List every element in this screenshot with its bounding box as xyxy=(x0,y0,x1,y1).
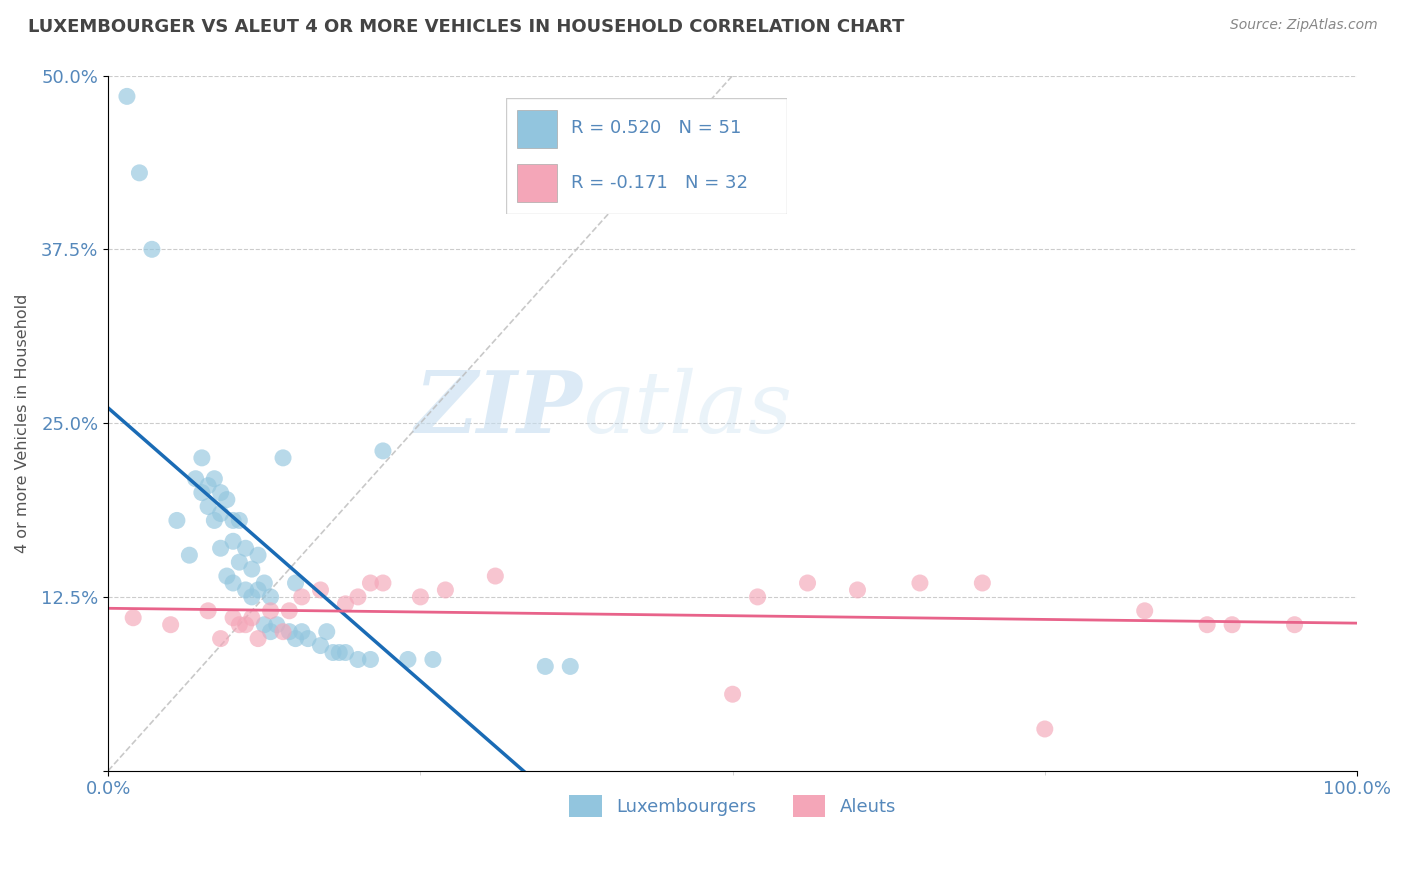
Point xyxy=(235,582,257,597)
Point xyxy=(191,450,214,465)
Point xyxy=(228,555,250,569)
Point xyxy=(534,659,557,673)
Point xyxy=(309,639,332,653)
Point xyxy=(209,507,232,521)
Point xyxy=(347,652,370,666)
Point xyxy=(371,444,394,458)
Point xyxy=(359,652,381,666)
Point xyxy=(128,166,150,180)
Point xyxy=(235,541,257,556)
Point xyxy=(259,624,281,639)
Point xyxy=(122,611,145,625)
Point xyxy=(159,617,181,632)
Point xyxy=(141,242,163,256)
FancyBboxPatch shape xyxy=(517,110,557,148)
Point xyxy=(409,590,432,604)
Point xyxy=(197,500,219,514)
Point xyxy=(215,569,238,583)
Point xyxy=(1197,617,1219,632)
Point xyxy=(215,492,238,507)
Point xyxy=(235,617,257,632)
Point xyxy=(328,646,350,660)
Point xyxy=(228,513,250,527)
Point xyxy=(796,576,818,591)
Point xyxy=(209,541,232,556)
Point xyxy=(228,617,250,632)
Point xyxy=(202,472,225,486)
Point xyxy=(253,576,276,591)
Point xyxy=(278,604,301,618)
FancyBboxPatch shape xyxy=(506,98,787,214)
Point xyxy=(309,582,332,597)
Point xyxy=(209,632,232,646)
Text: atlas: atlas xyxy=(582,368,792,450)
Point xyxy=(371,576,394,591)
Point xyxy=(197,478,219,492)
Point xyxy=(1033,722,1056,736)
Point xyxy=(179,548,201,562)
Point xyxy=(560,659,582,673)
Point xyxy=(347,590,370,604)
Point xyxy=(335,646,357,660)
Point xyxy=(297,632,319,646)
Point xyxy=(191,485,214,500)
Point xyxy=(259,604,281,618)
Point xyxy=(747,590,769,604)
Y-axis label: 4 or more Vehicles in Household: 4 or more Vehicles in Household xyxy=(15,293,30,553)
Point xyxy=(209,485,232,500)
Point xyxy=(721,687,744,701)
Point xyxy=(335,597,357,611)
Point xyxy=(291,624,314,639)
Point xyxy=(240,611,263,625)
Point xyxy=(396,652,419,666)
Point xyxy=(271,624,294,639)
Point xyxy=(972,576,994,591)
Point xyxy=(115,89,138,103)
Point xyxy=(315,624,337,639)
Point xyxy=(484,569,506,583)
Point xyxy=(1220,617,1243,632)
Text: Source: ZipAtlas.com: Source: ZipAtlas.com xyxy=(1230,18,1378,32)
Text: LUXEMBOURGER VS ALEUT 4 OR MORE VEHICLES IN HOUSEHOLD CORRELATION CHART: LUXEMBOURGER VS ALEUT 4 OR MORE VEHICLES… xyxy=(28,18,904,36)
Point xyxy=(184,472,207,486)
Point xyxy=(266,617,288,632)
Point xyxy=(278,624,301,639)
Point xyxy=(291,590,314,604)
Point xyxy=(846,582,869,597)
Point xyxy=(284,632,307,646)
Point xyxy=(1284,617,1306,632)
Point xyxy=(253,617,276,632)
Point xyxy=(247,632,270,646)
Point xyxy=(222,576,245,591)
Text: R = -0.171   N = 32: R = -0.171 N = 32 xyxy=(571,174,748,192)
Point xyxy=(434,582,457,597)
Point xyxy=(322,646,344,660)
Point xyxy=(166,513,188,527)
FancyBboxPatch shape xyxy=(517,164,557,202)
Point xyxy=(259,590,281,604)
Point xyxy=(240,562,263,576)
Legend: Luxembourgers, Aleuts: Luxembourgers, Aleuts xyxy=(562,788,903,824)
Point xyxy=(247,548,270,562)
Point xyxy=(284,576,307,591)
Point xyxy=(247,582,270,597)
Point xyxy=(240,590,263,604)
Point xyxy=(202,513,225,527)
Point xyxy=(222,611,245,625)
Point xyxy=(359,576,381,591)
Point xyxy=(271,450,294,465)
Point xyxy=(197,604,219,618)
Text: ZIP: ZIP xyxy=(415,368,582,451)
Point xyxy=(1133,604,1156,618)
Point xyxy=(222,513,245,527)
Point xyxy=(422,652,444,666)
Text: R = 0.520   N = 51: R = 0.520 N = 51 xyxy=(571,120,741,137)
Point xyxy=(908,576,931,591)
Point xyxy=(222,534,245,549)
